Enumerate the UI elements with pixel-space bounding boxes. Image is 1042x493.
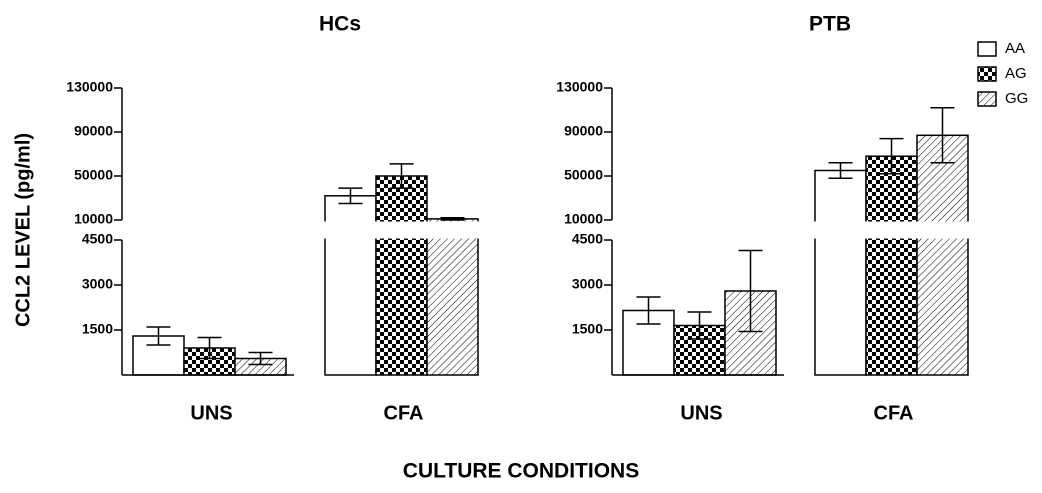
y-tick-label: 10000 bbox=[74, 211, 113, 227]
chart-title: HCs bbox=[319, 13, 361, 36]
y-tick-label: 3000 bbox=[572, 276, 603, 292]
error-bar bbox=[248, 351, 273, 366]
error-bar bbox=[146, 326, 171, 346]
x-tick-label: CFA bbox=[874, 402, 914, 424]
axis-break bbox=[123, 221, 483, 239]
legend-label: AA bbox=[1005, 40, 1025, 57]
y-tick-label: 10000 bbox=[564, 211, 603, 227]
y-tick-label: 1500 bbox=[82, 321, 113, 337]
x-axis-label: CULTURE CONDITIONS bbox=[403, 460, 639, 483]
bar bbox=[916, 134, 969, 376]
y-tick-label: 90000 bbox=[564, 123, 603, 139]
bar bbox=[865, 155, 918, 376]
x-tick-label: CFA bbox=[384, 402, 424, 424]
error-bar bbox=[879, 137, 904, 175]
bar bbox=[814, 169, 867, 376]
error-bar bbox=[930, 107, 955, 164]
error-bar bbox=[389, 163, 414, 189]
y-tick-label: 50000 bbox=[564, 167, 603, 183]
y-tick-label: 50000 bbox=[74, 167, 113, 183]
legend-swatch bbox=[977, 91, 997, 107]
y-tick-label: 130000 bbox=[556, 79, 603, 95]
error-bar bbox=[687, 311, 712, 340]
y-tick-label: 1500 bbox=[572, 321, 603, 337]
error-bar bbox=[738, 249, 763, 333]
y-tick-label: 4500 bbox=[82, 231, 113, 247]
legend-swatch bbox=[977, 66, 997, 82]
legend-swatch bbox=[977, 41, 997, 57]
y-axis-label: CCL2 LEVEL (pg/ml) bbox=[12, 133, 34, 327]
error-bar bbox=[440, 217, 465, 221]
error-bar bbox=[828, 162, 853, 179]
y-tick-label: 90000 bbox=[74, 123, 113, 139]
error-bar bbox=[636, 296, 661, 325]
x-tick-label: UNS bbox=[190, 402, 232, 424]
axis-break bbox=[613, 221, 973, 239]
error-bar bbox=[197, 336, 222, 360]
y-tick-label: 3000 bbox=[82, 276, 113, 292]
bar bbox=[426, 218, 479, 376]
y-tick-label: 4500 bbox=[572, 231, 603, 247]
y-tick-label: 130000 bbox=[66, 79, 113, 95]
chart-title: PTB bbox=[809, 13, 851, 36]
legend-label: GG bbox=[1005, 90, 1028, 107]
error-bar bbox=[338, 187, 363, 205]
x-tick-label: UNS bbox=[680, 402, 722, 424]
bar bbox=[375, 175, 428, 376]
legend-label: AG bbox=[1005, 65, 1027, 82]
